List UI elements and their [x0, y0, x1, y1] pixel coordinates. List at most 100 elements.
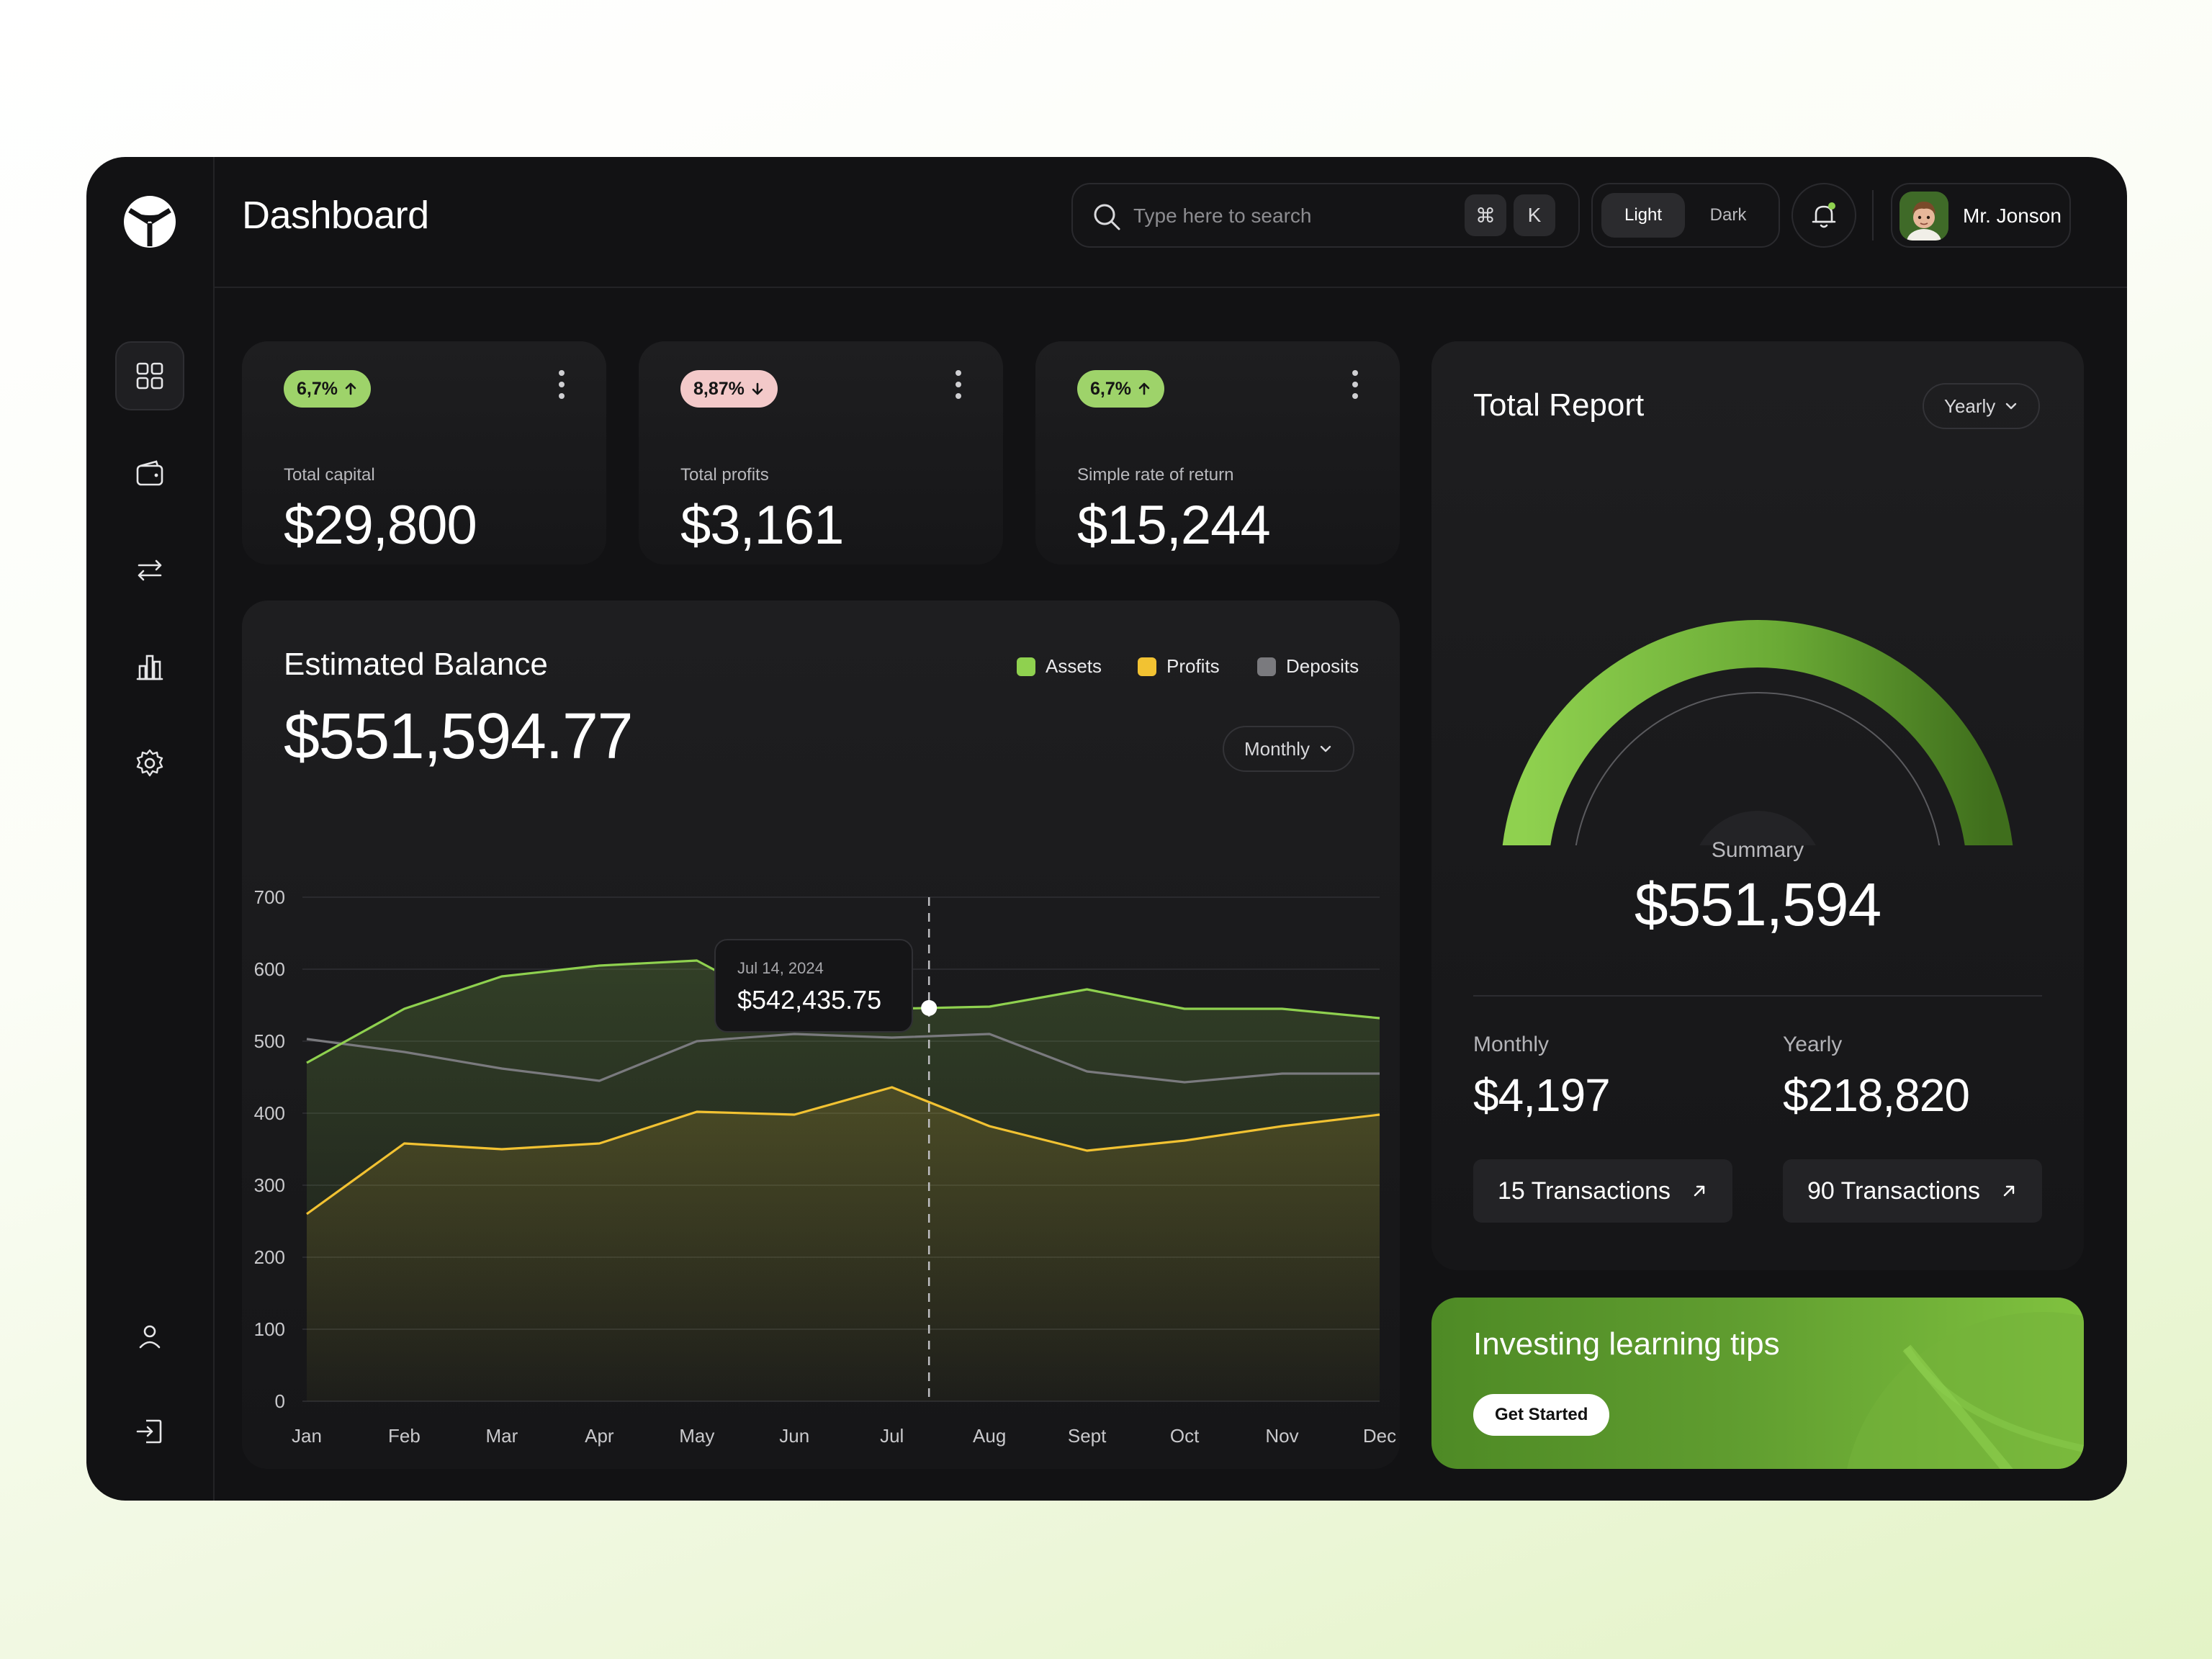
bell-icon: [1812, 202, 1836, 228]
nav-settings-button[interactable]: [115, 729, 184, 798]
logout-button[interactable]: [115, 1397, 184, 1466]
x-tick-label: Apr: [585, 1425, 614, 1447]
sidebar: [86, 157, 215, 1501]
change-value: 6,7%: [1090, 378, 1131, 399]
nav-dashboard-button[interactable]: [115, 341, 184, 410]
grid-icon: [136, 362, 163, 390]
search-box[interactable]: Type here to search ⌘ K: [1071, 183, 1580, 248]
y-tick-label: 700: [254, 886, 285, 908]
stat-label: Simple rate of return: [1077, 465, 1234, 485]
search-input[interactable]: Type here to search: [1133, 204, 1312, 227]
legend-deposits: Deposits: [1257, 655, 1359, 678]
brand-logo-icon[interactable]: [122, 194, 177, 249]
period-label: Monthly: [1244, 737, 1310, 760]
theme-dark-button[interactable]: Dark: [1709, 205, 1747, 225]
monthly-transactions-button[interactable]: 15 Transactions: [1473, 1159, 1732, 1223]
bar-chart-icon: [136, 655, 163, 680]
change-value: 8,87%: [693, 378, 745, 399]
x-tick-label: Jul: [880, 1425, 904, 1447]
period-dropdown[interactable]: Monthly: [1223, 726, 1355, 772]
legend-label: Profits: [1166, 655, 1220, 677]
chevron-down-icon: [1320, 745, 1331, 752]
logout-icon: [136, 1419, 162, 1444]
monthly-value: $4,197: [1473, 1069, 1611, 1121]
period-label: Yearly: [1944, 395, 1996, 417]
nav-wallet-button[interactable]: [115, 439, 184, 508]
change-badge: 8,87%: [680, 370, 778, 408]
user-menu-button[interactable]: Mr. Jonson: [1891, 183, 2071, 248]
theme-light-button[interactable]: Light: [1601, 193, 1685, 238]
notification-dot: [1828, 202, 1835, 210]
command-key-badge: ⌘: [1465, 194, 1506, 236]
x-tick-label: Nov: [1265, 1425, 1298, 1447]
monthly-label: Monthly: [1473, 1033, 1550, 1056]
gauge-center: [1699, 811, 1816, 845]
arrow-up-right-icon: [2003, 1185, 2015, 1197]
hover-point: [921, 999, 938, 1016]
estimated-balance-card: 700 600 500 400 300 200 100 0 Jan Feb Mar Apr May Jun…: [242, 601, 1400, 1469]
yearly-transactions-button[interactable]: 90 Transactions: [1783, 1159, 2042, 1223]
x-tick-label: Feb: [388, 1425, 421, 1447]
theme-toggle[interactable]: Light Dark: [1591, 183, 1780, 248]
nav-analytics-button[interactable]: [115, 632, 184, 701]
top-bar: Dashboard Type here to search ⌘ K Light …: [213, 157, 2127, 288]
arrow-up-right-icon: [1694, 1185, 1705, 1197]
change-badge: 6,7%: [1077, 370, 1164, 408]
gauge-arc: [1502, 620, 2013, 845]
x-tick-label: Mar: [486, 1425, 518, 1447]
legend-swatch-profits: [1138, 657, 1156, 676]
learning-tips-banner[interactable]: Investing learning tips Get Started: [1431, 1298, 2084, 1469]
arrow-up-icon: [1138, 382, 1150, 395]
report-period-dropdown[interactable]: Yearly: [1923, 383, 2041, 429]
page-title: Dashboard: [242, 194, 429, 237]
arrow-down-icon: [752, 382, 763, 395]
tips-title: Investing learning tips: [1473, 1326, 1780, 1362]
tooltip-date: Jul 14, 2024: [737, 959, 824, 977]
legend-swatch-assets: [1017, 657, 1035, 676]
tooltip-value: $542,435.75: [737, 985, 882, 1015]
legend-assets: Assets: [1017, 655, 1102, 678]
x-tick-label: Jun: [779, 1425, 809, 1447]
nav-profile-button[interactable]: [115, 1302, 184, 1371]
arrow-up-icon: [345, 382, 356, 395]
series-line-deposits: [306, 1033, 1380, 1084]
stat-card-total-capital: 6,7% Total capital $29,800: [242, 341, 606, 565]
y-tick-label: 400: [254, 1102, 285, 1124]
stat-value: $29,800: [284, 495, 477, 556]
gauge-inner-ring: [1575, 691, 1941, 845]
stat-card-total-profits: 8,87% Total profits $3,161: [639, 341, 1003, 565]
stat-card-rate-of-return: 6,7% Simple rate of return $15,244: [1035, 341, 1400, 565]
change-badge: 6,7%: [284, 370, 371, 408]
settings-icon: [136, 749, 163, 777]
more-options-icon[interactable]: [954, 370, 963, 399]
transactions-label: 90 Transactions: [1807, 1177, 1981, 1205]
more-options-icon[interactable]: [1351, 370, 1359, 399]
user-icon: [139, 1325, 161, 1349]
banner-decoration: [1846, 1312, 2084, 1469]
notifications-button[interactable]: [1791, 183, 1856, 248]
y-tick-label: 0: [275, 1390, 285, 1412]
divider: [1872, 190, 1874, 240]
x-tick-label: Jan: [292, 1425, 322, 1447]
avatar: [1899, 192, 1948, 240]
user-name: Mr. Jonson: [1963, 204, 2062, 227]
x-tick-label: Dec: [1363, 1425, 1396, 1447]
summary-label: Summary: [1711, 838, 1804, 862]
y-tick-label: 500: [254, 1030, 285, 1052]
legend-label: Deposits: [1286, 655, 1359, 677]
balance-title: Estimated Balance: [284, 647, 548, 682]
series-line-profits: [306, 1086, 1380, 1215]
stat-value: $15,244: [1077, 495, 1271, 556]
divider: [1473, 995, 2042, 997]
x-tick-label: May: [679, 1425, 714, 1447]
nav-transfer-button[interactable]: [115, 536, 184, 605]
legend-profits: Profits: [1138, 655, 1220, 678]
get-started-button[interactable]: Get Started: [1473, 1394, 1610, 1436]
dashboard-window: Dashboard Type here to search ⌘ K Light …: [86, 157, 2127, 1501]
more-options-icon[interactable]: [557, 370, 566, 399]
x-tick-label: Oct: [1170, 1425, 1200, 1447]
stat-label: Total profits: [680, 465, 769, 485]
balance-value: $551,594.77: [284, 701, 634, 773]
chevron-down-icon: [2006, 403, 2017, 410]
y-tick-label: 100: [254, 1318, 285, 1340]
